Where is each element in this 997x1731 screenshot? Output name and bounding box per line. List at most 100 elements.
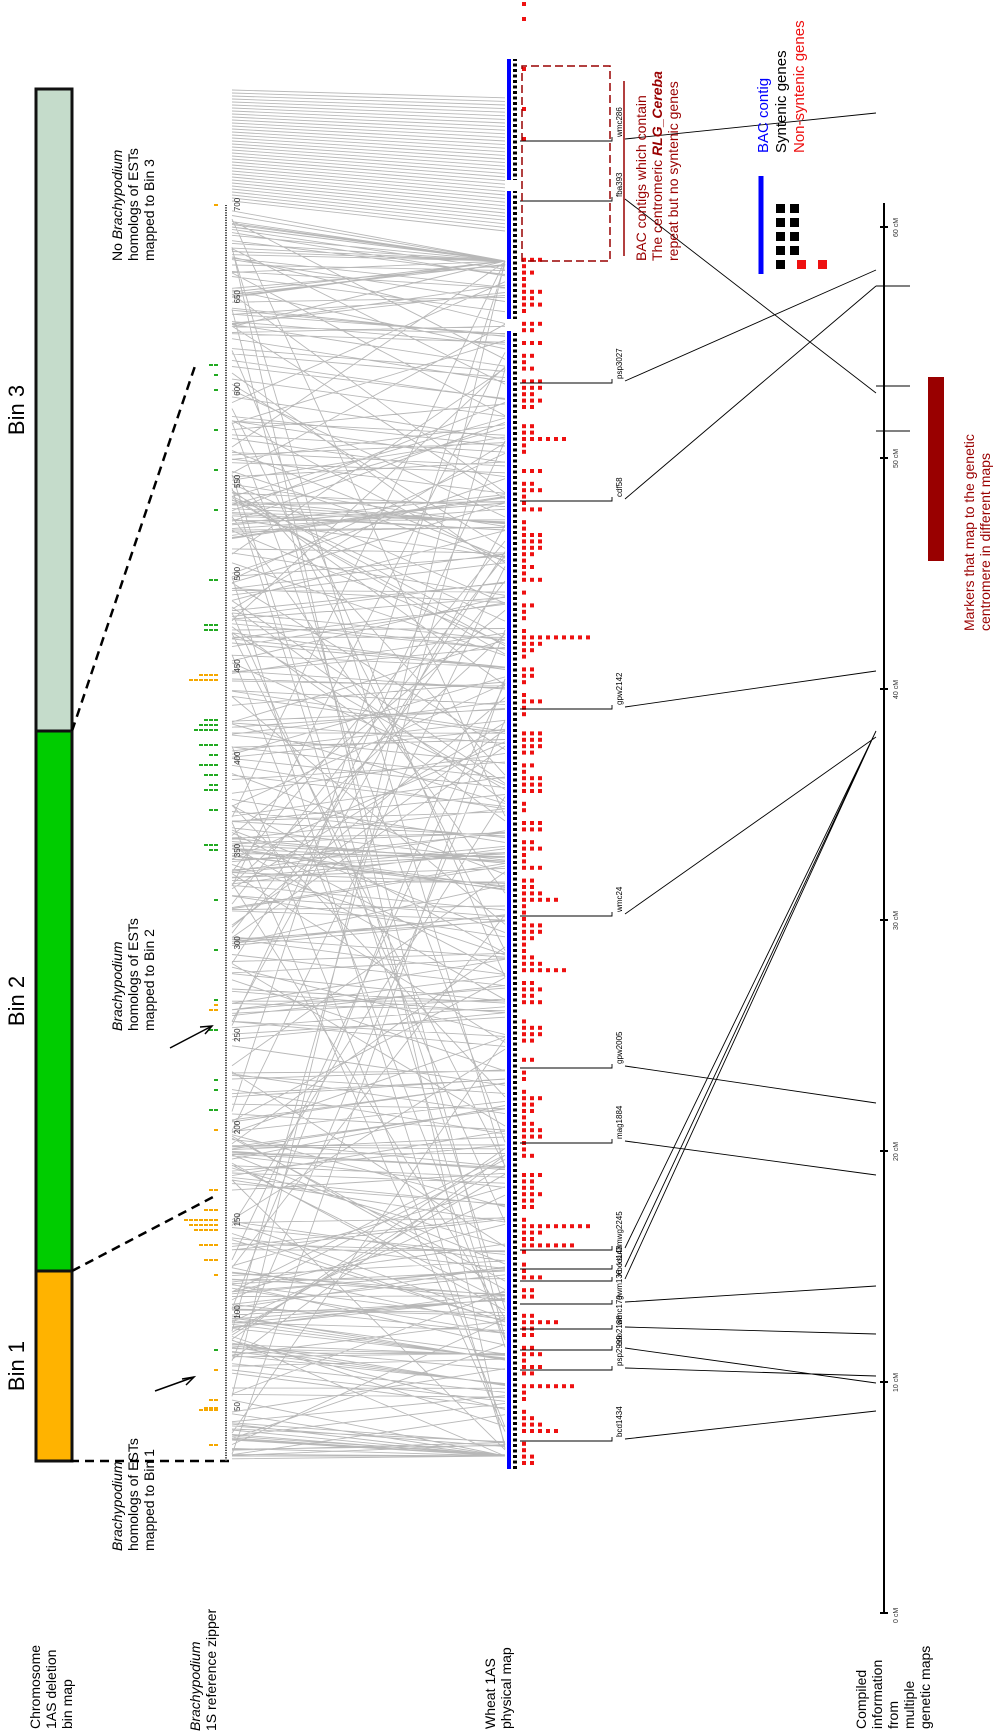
gene-square	[530, 353, 534, 358]
est-mark	[214, 364, 218, 366]
gene-square	[538, 1128, 542, 1133]
est-mark	[214, 764, 218, 766]
brachypodium-tick-labels: 50 100 150 200 250 300 350 400 450 500 550 600 650 70…	[233, 197, 242, 1411]
gene-square	[538, 1025, 542, 1030]
est-mark	[214, 899, 218, 901]
est-mark	[189, 1219, 193, 1221]
gene-square	[522, 949, 526, 953]
brachy-tick-label: 200	[233, 1120, 242, 1134]
gene-square	[522, 1205, 526, 1209]
legend-syntenic-swatch	[776, 232, 785, 241]
est-mark	[214, 1004, 218, 1006]
gene-square	[522, 731, 526, 736]
gene-square	[530, 424, 534, 429]
gene-square	[522, 392, 526, 397]
gene-square	[522, 283, 526, 288]
gene-square	[578, 1224, 582, 1229]
gene-square	[530, 488, 534, 493]
est-mark	[204, 674, 208, 676]
marker-label: ksuD	[615, 1247, 624, 1265]
gene-square	[522, 1352, 526, 1357]
gene-square	[522, 341, 526, 345]
gene-square	[538, 782, 542, 787]
est-mark	[214, 719, 218, 721]
gene-square	[538, 437, 542, 441]
est-mark	[204, 1219, 208, 1221]
gene-square	[538, 1000, 542, 1005]
gene-square	[522, 353, 526, 358]
gene-square	[522, 603, 526, 608]
brachy-tick-label: 300	[233, 936, 242, 950]
gene-square	[522, 1333, 526, 1337]
contig-gap	[505, 319, 519, 331]
gene-square	[522, 1288, 526, 1293]
gene-square	[538, 897, 542, 902]
legend-nonsyntenic-label: Non-syntenic genes	[791, 20, 808, 153]
gene-square	[530, 1288, 534, 1293]
gene-square	[562, 635, 566, 640]
genetic-centromere-bar	[928, 377, 944, 561]
gene-square	[530, 1224, 534, 1229]
gene-square	[522, 328, 526, 333]
gene-square	[530, 891, 534, 896]
gene-square	[522, 897, 526, 902]
est-mark	[209, 1219, 213, 1221]
marker-label: gwm136	[615, 1269, 624, 1300]
gene-square	[530, 1179, 534, 1184]
gene-square	[522, 904, 526, 909]
gene-square	[538, 545, 542, 550]
deletion-bin-map	[34, 87, 74, 1463]
gene-square	[530, 699, 534, 704]
gene-square	[522, 302, 526, 307]
est-mark	[209, 754, 213, 756]
est-mark	[214, 809, 218, 811]
gene-square	[522, 1320, 526, 1325]
est-mark	[194, 679, 198, 681]
est-mark	[194, 1219, 198, 1221]
marker-label: psp2999	[615, 1335, 624, 1366]
gene-square	[522, 270, 526, 275]
est-mark	[209, 849, 213, 851]
est-mark	[214, 744, 218, 746]
est-mark	[214, 1409, 218, 1411]
est-mark	[204, 1209, 208, 1211]
gene-square	[530, 1345, 534, 1350]
gene-square	[530, 341, 534, 345]
gene-square	[522, 878, 526, 883]
bin-3-block	[34, 87, 74, 733]
est-mark	[209, 844, 213, 846]
est-mark	[209, 1109, 213, 1111]
gene-square	[522, 590, 526, 595]
brachy-tick-label: 550	[233, 474, 242, 488]
gene-square	[522, 1121, 526, 1126]
gene-square	[530, 379, 534, 384]
gene-square	[538, 846, 542, 851]
gene-square	[530, 1173, 534, 1177]
legend-nonsyntenic-swatch	[797, 260, 806, 269]
gene-square	[522, 609, 526, 614]
gene-square	[522, 366, 526, 371]
physical-map	[505, 59, 519, 1469]
gene-square	[522, 443, 526, 448]
gene-square	[538, 929, 542, 934]
legend: BAC contig Syntenic genes Non-syntenic gen…	[755, 20, 827, 274]
gene-square	[522, 955, 526, 960]
marker-label: gpw2005	[615, 1031, 624, 1064]
gene-square	[522, 526, 526, 531]
gene-square	[522, 552, 526, 557]
gene-square	[546, 437, 550, 441]
gene-square	[530, 1275, 534, 1280]
legend-syntenic-swatch	[776, 260, 785, 269]
est-mark	[194, 1229, 198, 1231]
marker-label: wmc179	[615, 1295, 624, 1326]
est-mark	[214, 579, 218, 581]
legend-syntenic-swatch	[790, 218, 799, 227]
gene-square	[530, 405, 534, 409]
est-mark	[189, 1224, 193, 1226]
gene-square	[570, 1224, 574, 1229]
gene-square	[522, 1384, 526, 1389]
gene-square	[530, 1371, 534, 1376]
est-mark	[199, 679, 203, 681]
marker-labels: bcd1434 psp2999cdo2188wmc179gwm136Xbcd148…	[615, 107, 624, 1437]
gene-square	[530, 885, 534, 889]
